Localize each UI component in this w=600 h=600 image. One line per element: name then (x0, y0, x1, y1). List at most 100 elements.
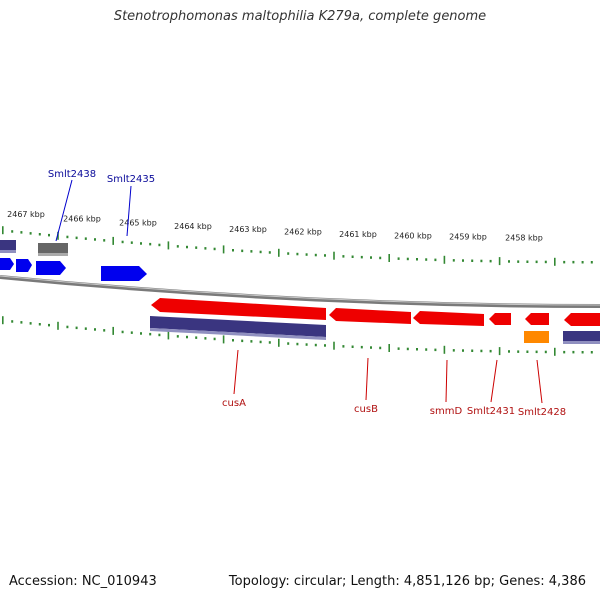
bottom-gene-labels: cusA cusB smmD Smlt2431 Smlt2428 (222, 349, 566, 418)
minor-tick (94, 238, 96, 241)
major-tick (112, 326, 114, 335)
minor-tick (462, 259, 464, 262)
major-tick (2, 316, 4, 325)
gene-label-smlt2431[interactable]: Smlt2431 (467, 406, 515, 417)
gene-arrow[interactable] (564, 313, 600, 326)
gene-feature-smlt2438[interactable] (38, 243, 68, 255)
minor-tick (379, 346, 382, 350)
gene-feature[interactable] (0, 240, 16, 252)
cds-feature[interactable] (563, 331, 600, 343)
cds-feature-cusa[interactable] (150, 316, 326, 337)
minor-tick (452, 259, 455, 262)
minor-tick (241, 249, 244, 253)
minor-tick (121, 330, 124, 334)
cds-feature-orange[interactable] (524, 331, 549, 343)
gene-arrow-smlt2431[interactable] (489, 313, 511, 325)
minor-tick (526, 350, 529, 353)
major-tick (554, 257, 556, 266)
major-tick (333, 251, 335, 260)
gene-arrow[interactable] (0, 258, 14, 270)
minor-tick (213, 247, 216, 251)
minor-tick (452, 349, 455, 352)
minor-tick (195, 246, 198, 249)
minor-tick (471, 259, 474, 262)
gene-label-cusb[interactable]: cusB (354, 404, 378, 415)
minor-tick (287, 252, 290, 255)
major-tick (333, 341, 335, 350)
minor-tick (434, 348, 437, 352)
minor-tick (158, 333, 161, 337)
gene-arrow[interactable] (16, 259, 32, 272)
kbp-label: 2465 kbp (119, 219, 157, 228)
gene-label-smlt2428[interactable]: Smlt2428 (518, 407, 566, 418)
minor-tick (416, 258, 418, 261)
minor-tick (66, 325, 69, 329)
minor-tick (370, 346, 372, 349)
kbp-label: 2459 kbp (449, 233, 487, 242)
minor-tick (535, 350, 538, 354)
minor-tick (250, 340, 253, 343)
kbp-label: 2458 kbp (505, 234, 543, 243)
minor-tick (480, 349, 483, 353)
major-tick (498, 347, 501, 356)
gene-feature-smlt2438-shade (38, 253, 68, 256)
minor-tick (508, 260, 510, 263)
minor-tick (526, 260, 529, 263)
forward-strand-features (0, 240, 147, 281)
minor-tick (232, 249, 234, 252)
minor-tick (406, 347, 409, 351)
major-tick (554, 347, 556, 356)
gene-arrow[interactable] (36, 261, 66, 275)
gene-label-smmd[interactable]: smmD (430, 406, 463, 417)
kbp-label: 2462 kbp (284, 228, 322, 237)
minor-tick (370, 256, 372, 259)
minor-tick (296, 252, 299, 256)
minor-tick (425, 258, 428, 261)
minor-tick (517, 350, 520, 353)
gene-arrow-cusa[interactable] (151, 298, 326, 320)
kbp-label: 2463 kbp (229, 225, 267, 234)
minor-tick (287, 342, 290, 345)
gene-label-cusa[interactable]: cusA (222, 398, 246, 409)
major-tick (222, 245, 225, 254)
minor-tick (121, 240, 124, 244)
minor-tick (232, 339, 234, 342)
minor-tick (75, 326, 78, 330)
minor-tick (489, 349, 492, 353)
minor-tick (351, 255, 354, 258)
minor-tick (140, 242, 142, 245)
major-tick (443, 255, 446, 264)
minor-tick (204, 247, 207, 250)
minor-tick (84, 327, 87, 330)
gene-label-smlt2435[interactable]: Smlt2435 (107, 174, 155, 185)
kbp-label: 2466 kbp (63, 215, 101, 224)
minor-tick (241, 339, 244, 343)
gene-arrow-smlt2428[interactable] (525, 313, 549, 325)
minor-tick (176, 245, 179, 248)
minor-tick (103, 329, 106, 332)
minor-tick (572, 350, 575, 354)
minor-tick (103, 239, 106, 242)
minor-tick (324, 254, 326, 257)
major-tick (167, 241, 170, 250)
minor-tick (75, 236, 78, 240)
gene-arrow-smlt2435[interactable] (101, 266, 147, 281)
gene-arrow-cusb[interactable] (329, 308, 411, 324)
gene-arrow-smmd[interactable] (413, 311, 484, 326)
gene-feature[interactable] (0, 250, 16, 253)
major-tick (443, 345, 446, 354)
gene-label-smlt2438[interactable]: Smlt2438 (48, 169, 96, 180)
map-title: Stenotrophomonas maltophilia K279a, comp… (113, 9, 487, 24)
major-tick (278, 338, 280, 347)
minor-tick (29, 232, 32, 235)
major-tick (388, 254, 390, 262)
minor-tick (268, 251, 271, 254)
minor-tick (20, 321, 23, 324)
top-gene-labels: Smlt2438 Smlt2435 (48, 169, 155, 242)
minor-tick (379, 256, 382, 260)
minor-tick (48, 323, 50, 327)
kbp-label: 2467 kbp (7, 210, 45, 219)
accession-text: Accession: NC_010943 (9, 574, 157, 589)
minor-tick (406, 257, 409, 261)
